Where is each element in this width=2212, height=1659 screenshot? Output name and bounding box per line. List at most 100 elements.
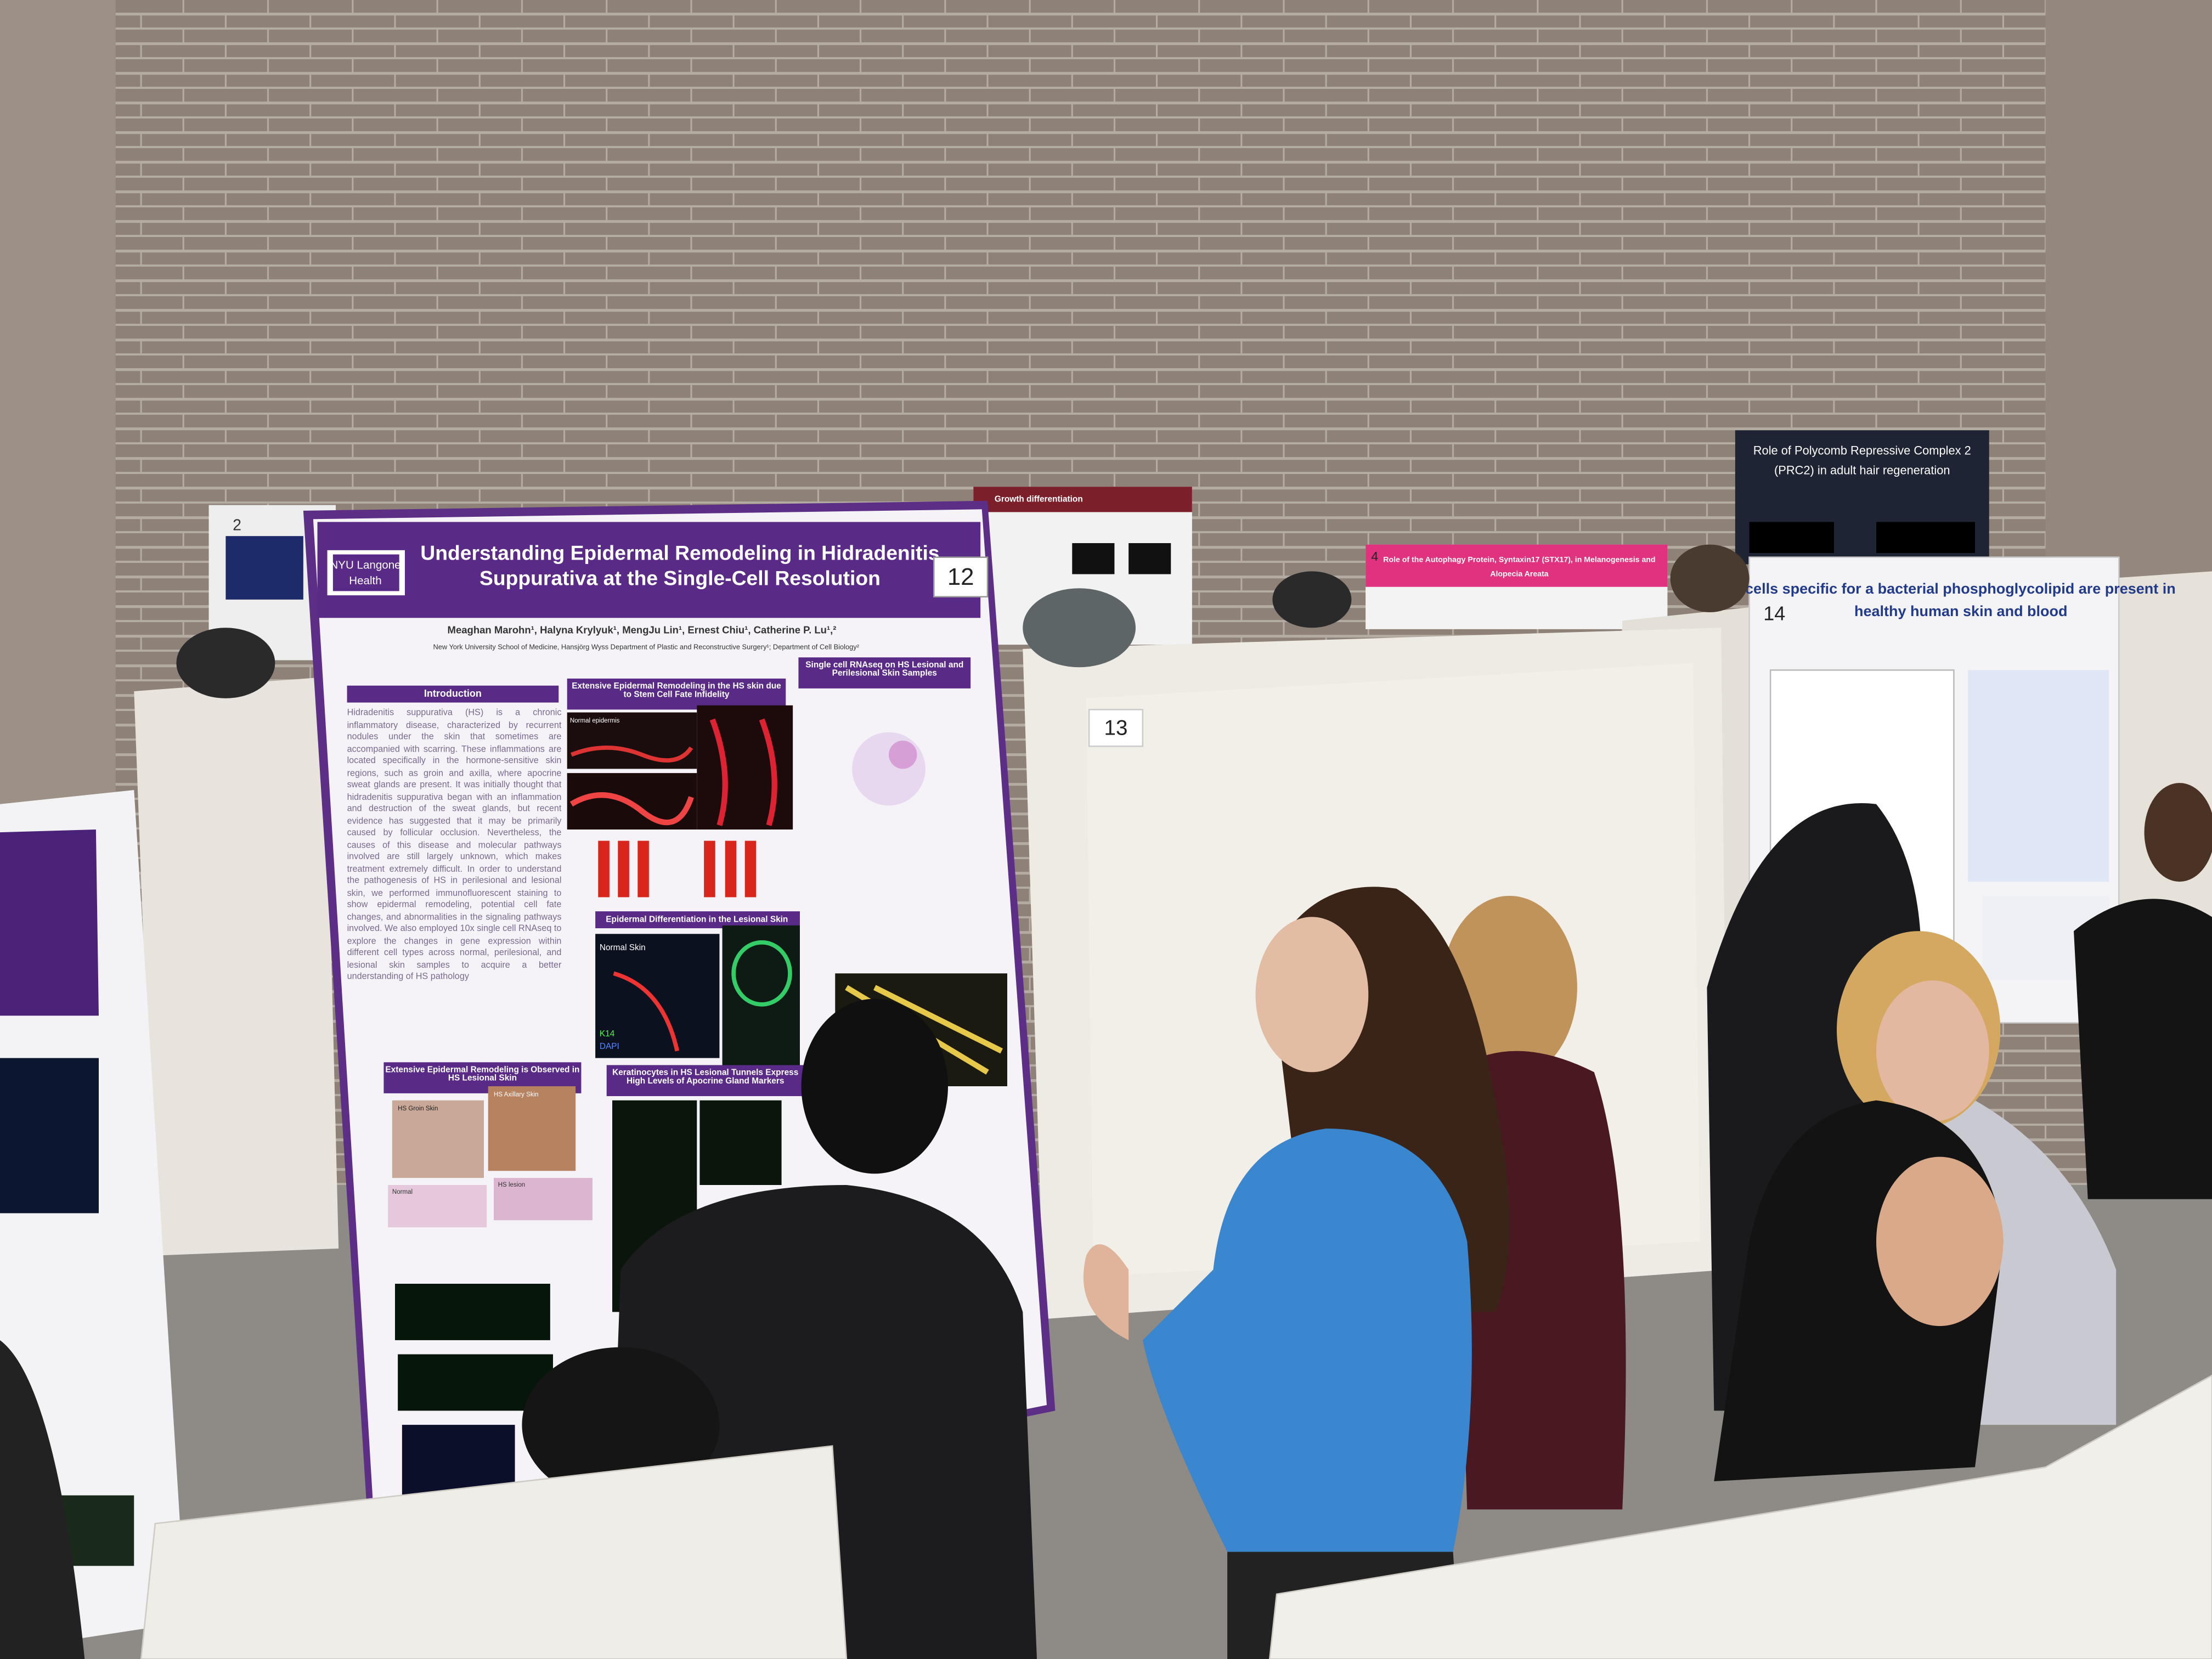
figure — [595, 934, 720, 1058]
board-number: 2 — [233, 516, 241, 534]
section-header — [606, 1065, 804, 1096]
foam-board — [140, 1445, 848, 1659]
poster-title: healthy human skin and blood — [1854, 603, 2068, 619]
image-label: Normal — [392, 1189, 413, 1195]
poster-title: Understanding Epidermal Remodeling in Hi… — [420, 541, 939, 564]
image-label: K14 — [600, 1029, 615, 1039]
section-title: Epidermal Differentiation in the Lesiona… — [606, 915, 788, 924]
figure-bar — [637, 840, 649, 898]
figure-bar — [618, 840, 629, 898]
poster-header — [1365, 544, 1668, 587]
person-head — [1670, 544, 1750, 612]
number-card — [1088, 709, 1144, 747]
poster-header — [973, 487, 1192, 512]
board-number: 13 — [1104, 716, 1128, 740]
figure — [1749, 522, 1834, 553]
figure — [1072, 543, 1115, 574]
section-title: Extensive Epidermal Remodeling is Observ… — [385, 1066, 580, 1084]
poster-title: T cells specific for a bacterial phospho… — [1732, 580, 2176, 597]
image-label: HS Groin Skin — [398, 1105, 438, 1112]
figure — [699, 1100, 782, 1185]
board-number: 14 — [1763, 602, 1785, 625]
section-header — [567, 678, 786, 710]
figure — [1876, 522, 1975, 553]
person-head — [801, 998, 948, 1174]
bar-figure — [598, 840, 757, 898]
section-title: Extensive Epidermal Remodeling in the HS… — [572, 682, 781, 700]
authors: Meaghan Marohn¹, Halyna Krylyuk¹, MengJu… — [448, 624, 837, 635]
section-title-box: Extensive Epidermal Remodeling in the HS… — [572, 682, 781, 700]
foam-board — [1268, 1374, 2212, 1659]
logo-text: Health — [349, 574, 381, 587]
people — [0, 544, 2212, 1659]
figure-detail — [569, 792, 694, 826]
figure — [0, 1058, 99, 1214]
image-label: Normal Skin — [600, 943, 646, 952]
person-face — [1255, 917, 1369, 1073]
image-label: HS Axillary Skin — [494, 1091, 539, 1098]
logo — [332, 554, 399, 591]
person-head — [1023, 588, 1136, 668]
figure — [722, 925, 800, 1066]
person-body — [1142, 1128, 1472, 1552]
figure-detail — [709, 718, 777, 826]
figure — [388, 1185, 487, 1228]
figure — [1128, 543, 1171, 574]
board-number: 12 — [947, 563, 974, 590]
figure — [494, 1178, 592, 1221]
board-number: 4 — [1371, 549, 1378, 563]
person-head — [522, 1347, 720, 1503]
poster-header — [0, 830, 99, 1016]
section-header — [347, 685, 559, 703]
section-title-box: Extensive Epidermal Remodeling is Observ… — [385, 1066, 580, 1084]
figure-detail — [570, 746, 693, 763]
person-head — [2144, 783, 2212, 882]
logo-text: NYU Langone — [330, 559, 400, 572]
poster-title: Growth differentiation — [995, 494, 1083, 504]
poster-title: (PRC2) in adult hair regeneration — [1774, 464, 1950, 477]
intro-text: Hidradenitis suppurativa (HS) is a chron… — [347, 708, 562, 982]
person-face — [1876, 980, 1989, 1122]
pillar — [0, 0, 116, 804]
figure-bar — [598, 840, 610, 898]
figure-detail — [613, 971, 680, 1052]
figure-detail — [889, 741, 917, 769]
figure-bar — [704, 840, 715, 898]
person — [0, 1340, 85, 1659]
section-title: Introduction — [424, 688, 482, 699]
figure — [392, 1100, 484, 1178]
foam-board — [134, 677, 339, 1256]
person-body — [2074, 899, 2212, 1199]
figure — [1968, 670, 2109, 882]
person-head — [176, 628, 275, 698]
figure-bar — [725, 840, 737, 898]
figure — [395, 1284, 550, 1340]
poster-header — [225, 536, 303, 600]
person-face — [1876, 1156, 2004, 1327]
image-label: DAPI — [600, 1042, 619, 1051]
section-header — [798, 657, 971, 689]
section-title-box: Single cell RNAseq on HS Lesional and Pe… — [805, 662, 964, 679]
image-label: HS lesion — [498, 1182, 526, 1188]
poster-title: Role of the Autophagy Protein, Syntaxin1… — [1383, 555, 1655, 564]
poster-title: Alopecia Areata — [1490, 569, 1548, 578]
figure-detail — [731, 940, 792, 1007]
person-head — [1272, 571, 1352, 628]
poster-header — [317, 522, 981, 618]
image-label: Normal epidermis — [570, 718, 620, 724]
number-card — [933, 556, 989, 597]
poster-title: Suppurativa at the Single-Cell Resolutio… — [479, 567, 881, 590]
affiliation: New York University School of Medicine, … — [433, 643, 859, 651]
poster-title: Role of Polycomb Repressive Complex 2 — [1753, 444, 1971, 458]
intro-container: Hidradenitis suppurativa (HS) is a chron… — [347, 708, 562, 982]
section-title: Keratinocytes in HS Lesional Tunnels Exp… — [612, 1069, 799, 1086]
figure — [852, 732, 926, 806]
person-hand — [1083, 1244, 1129, 1340]
section-title: Single cell RNAseq on HS Lesional and Pe… — [805, 662, 964, 679]
figure — [488, 1086, 576, 1171]
figure-bar — [744, 840, 757, 898]
pillar — [2045, 0, 2212, 607]
